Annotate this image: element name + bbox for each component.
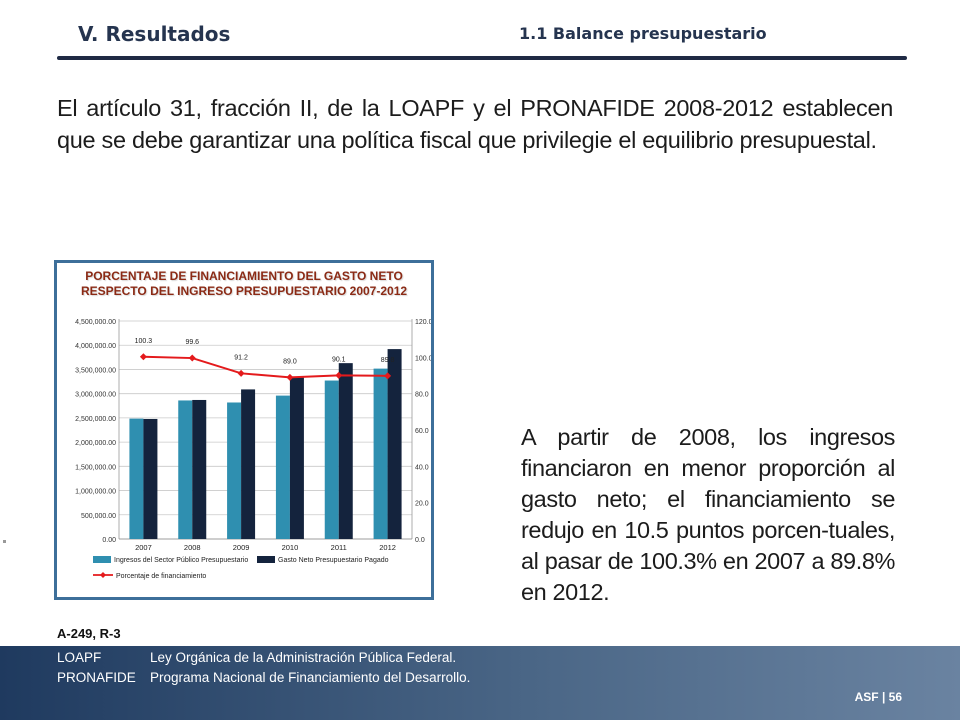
line-marker bbox=[335, 371, 343, 379]
y-right-tick-label: 80.0 bbox=[415, 392, 429, 399]
subsection-title: 1.1 Balance presupuestario bbox=[519, 24, 767, 43]
line-marker bbox=[139, 353, 147, 361]
footer-definition: Ley Orgánica de la Administración Públic… bbox=[150, 650, 457, 665]
bar-ingresos bbox=[178, 400, 193, 539]
x-tick-label: 2007 bbox=[135, 543, 152, 552]
legend-swatch-ingresos bbox=[93, 556, 111, 563]
y-left-tick-label: 500,000.00 bbox=[81, 513, 116, 520]
legend-label-ingresos: Ingresos del Sector Público Presupuestar… bbox=[114, 557, 248, 564]
y-left-tick-label: 1,500,000.00 bbox=[75, 464, 116, 471]
y-right-tick-label: 120.0 bbox=[415, 319, 431, 326]
legend-swatch-gasto bbox=[257, 556, 275, 563]
bar-gasto bbox=[289, 377, 304, 539]
bar-gasto bbox=[192, 399, 207, 539]
y-left-tick-label: 1,000,000.00 bbox=[75, 489, 116, 496]
y-left-tick-label: 0.00 bbox=[102, 537, 116, 544]
footer-line-loapf: LOAPF Ley Orgánica de la Administración P… bbox=[57, 650, 456, 665]
x-tick-label: 2008 bbox=[184, 543, 201, 552]
bar-ingresos bbox=[129, 418, 144, 539]
chart-frame: PORCENTAJE DE FINANCIAMIENTO DEL GASTO N… bbox=[54, 260, 434, 600]
y-left-tick-label: 4,000,000.00 bbox=[75, 343, 116, 350]
data-label: 100.3 bbox=[135, 338, 153, 345]
data-label: 90.1 bbox=[332, 356, 346, 363]
data-label: 89.0 bbox=[283, 358, 297, 365]
results-paragraph: A partir de 2008, los ingresos financiar… bbox=[521, 424, 895, 605]
legend-marker-porcentaje bbox=[100, 572, 106, 578]
y-left-tick-label: 3,000,000.00 bbox=[75, 392, 116, 399]
intro-paragraph: El artículo 31, fracción II, de la LOAPF… bbox=[57, 95, 893, 153]
data-label: 89.8 bbox=[381, 357, 395, 364]
footer-abbr: PRONAFIDE bbox=[57, 670, 136, 685]
bar-gasto bbox=[241, 389, 256, 539]
line-marker bbox=[188, 354, 196, 362]
bar-gasto bbox=[143, 418, 158, 539]
data-label: 91.2 bbox=[234, 354, 248, 361]
bar-ingresos bbox=[275, 395, 290, 539]
legend-label-gasto: Gasto Neto Presupuestario Pagado bbox=[278, 557, 389, 564]
bar-gasto bbox=[387, 349, 402, 539]
y-left-tick-label: 2,500,000.00 bbox=[75, 416, 116, 423]
y-left-tick-label: 3,500,000.00 bbox=[75, 367, 116, 374]
line-porcentaje bbox=[143, 355, 388, 379]
x-tick-label: 2009 bbox=[233, 543, 250, 552]
data-label: 99.6 bbox=[185, 339, 199, 346]
chart-title: PORCENTAJE DE FINANCIAMIENTO DEL GASTO N… bbox=[80, 269, 408, 298]
slide-mark bbox=[3, 540, 6, 543]
source-reference: A-249, R-3 bbox=[57, 626, 121, 641]
y-left-tick-label: 2,000,000.00 bbox=[75, 440, 116, 447]
y-right-tick-label: 20.0 bbox=[415, 501, 429, 508]
line-marker bbox=[286, 373, 294, 381]
page-number: ASF | 56 bbox=[854, 690, 902, 704]
x-tick-label: 2011 bbox=[331, 543, 347, 552]
legend-label-porcentaje: Porcentaje de financiamiento bbox=[116, 573, 206, 580]
section-title: V. Resultados bbox=[78, 22, 231, 46]
footer-definition: Programa Nacional de Financiamiento del … bbox=[150, 670, 471, 685]
bar-ingresos bbox=[324, 380, 339, 539]
y-right-tick-label: 40.0 bbox=[415, 464, 429, 471]
y-right-tick-label: 100.0 bbox=[415, 355, 431, 362]
x-tick-label: 2012 bbox=[379, 543, 396, 552]
y-right-tick-label: 0.0 bbox=[415, 537, 425, 544]
line-marker bbox=[384, 372, 392, 380]
footer-abbr: LOAPF bbox=[57, 650, 102, 665]
bar-gasto bbox=[338, 363, 353, 539]
bar-ingresos bbox=[227, 402, 242, 539]
header-divider bbox=[57, 56, 907, 60]
footer-band: LOAPF Ley Orgánica de la Administración P… bbox=[0, 646, 960, 720]
y-left-tick-label: 4,500,000.00 bbox=[75, 319, 116, 326]
y-right-tick-label: 60.0 bbox=[415, 428, 429, 435]
footer-line-pronafide: PRONAFIDE Programa Nacional de Financiami… bbox=[57, 670, 470, 685]
financing-chart: 0.00 500,000.00 1,000,000.00 1,500,000.00 2,… bbox=[75, 319, 431, 580]
x-tick-label: 2010 bbox=[282, 543, 299, 552]
bar-ingresos bbox=[373, 368, 388, 539]
line-marker bbox=[237, 369, 245, 377]
